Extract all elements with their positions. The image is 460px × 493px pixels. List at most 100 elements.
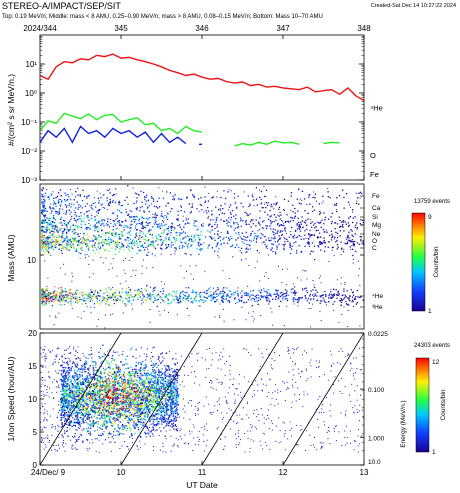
mass-count-bin: [56, 290, 58, 293]
mass-count-bin: [244, 294, 246, 296]
mass-count-bin: [297, 300, 299, 302]
mass-count-bin: [142, 225, 144, 227]
mass-count-bin: [248, 244, 250, 246]
mass-count-bin: [344, 283, 346, 285]
mass-count-bin: [49, 206, 51, 208]
mass-count-bin: [338, 293, 340, 295]
mass-count-bin: [278, 235, 280, 237]
speed-count-bin: [144, 378, 146, 381]
mass-count-bin: [149, 309, 151, 310]
mass-count-bin: [154, 299, 156, 301]
mass-count-bin: [148, 295, 150, 297]
mass-count-bin: [181, 206, 182, 208]
mass-count-bin: [120, 238, 122, 240]
speed-count-bin: [167, 388, 169, 391]
mass-count-bin: [226, 230, 229, 233]
speed-count-bin: [152, 399, 154, 401]
mass-count-bin: [309, 295, 311, 297]
mass-count-bin: [252, 196, 254, 198]
mass-count-bin: [154, 222, 156, 224]
mass-count-bin: [318, 203, 320, 205]
mass-count-bin: [67, 294, 69, 297]
mass-count-bin: [113, 300, 115, 302]
mass-count-bin: [87, 214, 89, 216]
mass-count-bin: [63, 296, 65, 298]
mass-count-bin: [269, 300, 271, 302]
mass-count-bin: [299, 221, 302, 224]
mass-count-bin: [362, 221, 364, 224]
speed-count-bin: [139, 381, 142, 383]
element-label: Si: [372, 214, 378, 221]
mass-count-bin: [294, 212, 296, 214]
mass-count-bin: [76, 233, 78, 235]
mass-count-bin: [69, 294, 71, 296]
speed-count-bin: [142, 418, 144, 420]
mass-count-bin: [185, 298, 188, 300]
mass-count-bin: [276, 292, 278, 294]
mass-count-bin: [167, 299, 169, 301]
mass-count-bin: [281, 294, 284, 296]
mass-count-bin: [340, 298, 342, 300]
speed-count-bin: [127, 410, 129, 412]
mass-count-bin: [117, 243, 119, 246]
speed-count-bin: [169, 369, 171, 371]
mass-count-bin: [48, 300, 50, 302]
mass-count-bin: [178, 302, 180, 304]
mass-count-bin: [210, 300, 212, 302]
mass-count-bin: [155, 220, 157, 223]
mass-count-bin: [133, 216, 135, 218]
mass-count-bin: [61, 289, 63, 291]
mass-count-bin: [157, 207, 159, 209]
mass-count-bin: [214, 227, 216, 230]
mass-count-bin: [48, 251, 50, 254]
mass-count-bin: [308, 244, 310, 246]
speed-count-bin: [112, 373, 114, 375]
speed-count-bin: [171, 426, 173, 428]
mass-count-bin: [134, 227, 136, 229]
speed-count-bin: [167, 407, 169, 409]
mass-count-bin: [214, 223, 216, 226]
mass-count-bin: [186, 291, 188, 294]
mass-count-bin: [177, 218, 179, 220]
speed-count-bin: [60, 365, 62, 367]
mass-count-bin: [53, 208, 55, 210]
mass-count-bin: [321, 219, 323, 221]
speed-count-bin: [169, 420, 171, 422]
mass-count-bin: [46, 299, 48, 301]
speed-count-bin: [150, 397, 152, 400]
speed-count-bin: [104, 418, 107, 420]
mass-count-bin: [147, 240, 149, 242]
speed-count-bin: [86, 393, 88, 395]
mass-count-bin: [189, 265, 191, 267]
mass-count-bin: [116, 241, 118, 243]
speed-count-bin: [167, 393, 169, 395]
mass-count-bin: [80, 226, 82, 229]
mass-count-bin: [78, 206, 80, 208]
top-ytick-label: 10¹: [25, 60, 37, 69]
mass-count-bin: [108, 242, 110, 245]
speed-count-bin: [98, 351, 100, 353]
mass-count-bin: [313, 245, 316, 247]
mass-count-bin: [68, 209, 70, 211]
mass-count-bin: [267, 289, 269, 291]
mass-count-bin: [179, 232, 181, 234]
mass-count-bin: [117, 209, 119, 211]
mass-count-bin: [54, 225, 56, 227]
mass-count-bin: [295, 298, 297, 301]
mass-count-bin: [231, 237, 233, 240]
mass-count-bin: [70, 303, 72, 305]
speed-count-bin: [157, 383, 159, 385]
mass-count-bin: [173, 237, 175, 239]
mass-count-bin: [42, 288, 44, 290]
mass-count-bin: [83, 300, 85, 302]
speed-count-bin: [161, 423, 163, 425]
mass-count-bin: [47, 248, 49, 250]
mass-count-bin: [108, 204, 111, 207]
mass-count-bin: [42, 299, 44, 301]
mass-count-bin: [62, 299, 65, 301]
speed-count-bin: [95, 408, 97, 410]
speed-count-bin: [65, 402, 67, 405]
mass-count-bin: [238, 298, 240, 300]
mass-count-bin: [214, 300, 216, 303]
